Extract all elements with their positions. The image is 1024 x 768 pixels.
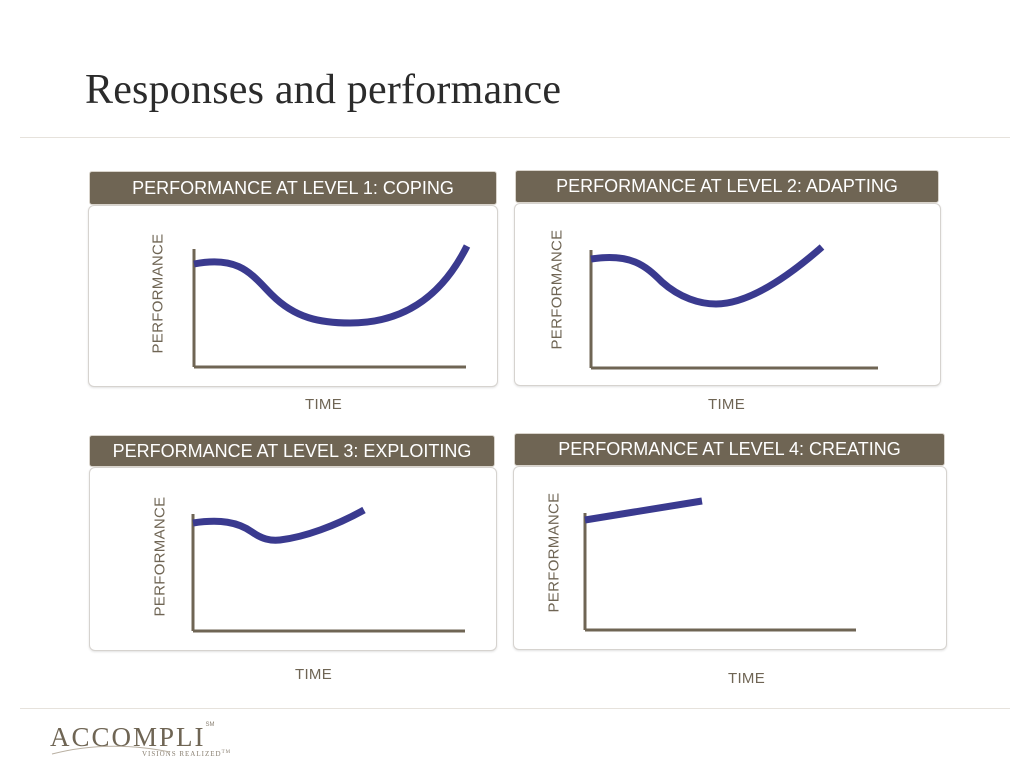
panel-2-x-label: TIME: [708, 396, 746, 413]
logo-tagline: VISIONS REALIZEDTM: [142, 750, 231, 758]
panel-1-curve: [193, 244, 471, 327]
panel-1-header: PERFORMANCE AT LEVEL 1: COPING: [89, 171, 497, 205]
accompli-logo: ACCOMPLISM VISIONS REALIZEDTM: [50, 722, 230, 758]
panel-4-header: PERFORMANCE AT LEVEL 4: CREATING: [514, 433, 945, 466]
panel-2-curve: [590, 244, 825, 308]
panel-2-header: PERFORMANCE AT LEVEL 2: ADAPTING: [515, 170, 939, 203]
panel-3-header: PERFORMANCE AT LEVEL 3: EXPLOITING: [89, 435, 495, 467]
slide-title: Responses and performance: [85, 67, 562, 113]
logo-swoosh: [51, 745, 171, 755]
panel-3-x-label: TIME: [295, 666, 333, 683]
logo-tagline-text: VISIONS REALIZED: [142, 750, 222, 758]
panel-4-curve: [584, 497, 703, 524]
panel-4-x-label: TIME: [728, 670, 766, 687]
panel-3-curve: [192, 506, 366, 544]
logo-tm-mark: TM: [221, 750, 232, 755]
logo-sm-mark: SM: [205, 722, 215, 728]
title-divider: [20, 137, 1010, 138]
panel-3-box: [89, 467, 497, 651]
panel-2-box: [514, 203, 941, 386]
footer-divider: [20, 708, 1010, 709]
panel-1-x-label: TIME: [305, 396, 343, 413]
